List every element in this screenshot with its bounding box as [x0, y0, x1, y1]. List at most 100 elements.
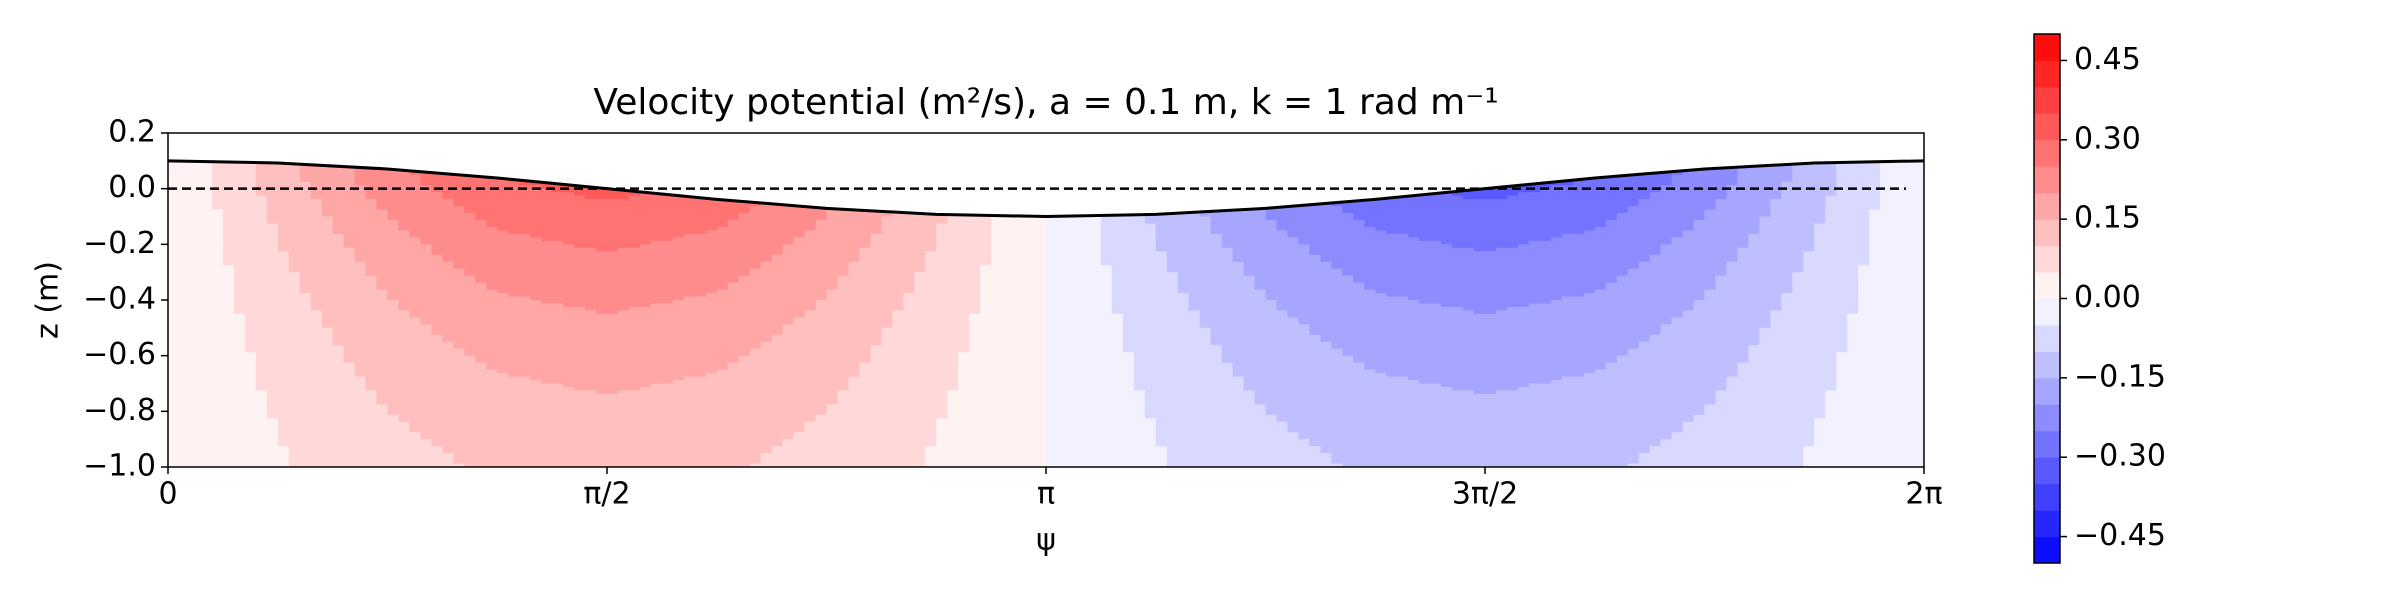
contour-cell [881, 233, 893, 238]
contour-cell [1528, 213, 1541, 218]
contour-cell [563, 199, 575, 204]
contour-cell [343, 178, 356, 183]
contour-cell [1046, 233, 1058, 238]
contour-cell [310, 195, 323, 200]
contour-cell [1013, 265, 1025, 270]
contour-cell [1594, 244, 1607, 249]
contour-cell [1605, 181, 1618, 186]
contour-cell [1144, 178, 1157, 183]
contour-cell [431, 254, 443, 259]
contour-cell [859, 244, 871, 249]
contour-cell [1671, 226, 1684, 232]
contour-cell [793, 192, 806, 197]
contour-cell [881, 164, 893, 169]
contour-cell [354, 265, 367, 270]
contour-cell [255, 237, 268, 242]
contour-cell [1309, 171, 1321, 176]
contour-cell [749, 244, 762, 249]
contour-cell [321, 171, 334, 176]
contour-cell [705, 178, 718, 183]
contour-cell [936, 167, 948, 172]
contour-cell [585, 233, 597, 238]
contour-cell [738, 209, 751, 214]
contour-cell [530, 265, 542, 270]
contour-cell [716, 244, 729, 249]
contour-cell [848, 219, 861, 225]
contour-cell [705, 223, 718, 228]
contour-cell [1803, 230, 1815, 235]
contour-cell [1671, 223, 1684, 228]
contour-cell [1913, 240, 1924, 245]
contour-cell [1089, 240, 1102, 245]
contour-cell [233, 251, 246, 256]
contour-cell [464, 216, 476, 221]
contour-cell [1627, 167, 1640, 172]
contour-cell [1485, 237, 1497, 242]
contour-cell [189, 164, 202, 169]
contour-cell [991, 199, 1003, 204]
contour-cell [1814, 185, 1826, 190]
contour-cell [1078, 244, 1091, 249]
contour-cell [1550, 247, 1563, 252]
contour-cell [782, 258, 795, 263]
contour-cell [497, 209, 509, 214]
contour-cell [1737, 237, 1750, 242]
contour-cell [475, 230, 487, 235]
contour-cell [936, 244, 948, 249]
contour-cell [431, 226, 443, 232]
contour-cell [1660, 181, 1673, 186]
contour-cell [1056, 160, 1069, 165]
contour-cell [694, 216, 707, 221]
contour-cell [1836, 178, 1848, 183]
contour-cell [233, 178, 246, 183]
contour-cell [1111, 268, 1124, 273]
contour-cell [486, 185, 498, 190]
contour-cell [1605, 188, 1618, 193]
contour-cell [1155, 192, 1168, 197]
contour-cell [1616, 237, 1629, 242]
contour-cell [1035, 181, 1047, 186]
contour-cell [1770, 195, 1782, 200]
contour-cell [1002, 244, 1014, 249]
contour-cell [1605, 230, 1618, 235]
contour-cell [1067, 199, 1080, 204]
contour-cell [1353, 265, 1365, 270]
contour-cell [189, 240, 202, 245]
contour-cell [1452, 223, 1464, 228]
contour-cell [1364, 240, 1376, 245]
contour-cell [409, 188, 422, 193]
contour-cell [738, 251, 751, 256]
contour-cell [1419, 230, 1431, 235]
contour-cell [694, 251, 707, 256]
contour-cell [288, 258, 301, 263]
contour-cell [1781, 237, 1793, 242]
contour-cell [1671, 178, 1684, 183]
contour-cell [1693, 223, 1706, 228]
contour-cell [881, 195, 893, 200]
contour-cell [1199, 240, 1212, 245]
contour-cell [607, 230, 619, 235]
contour-cell [1199, 213, 1212, 218]
contour-cell [420, 258, 432, 263]
contour-cell [1495, 160, 1508, 165]
contour-cell [1133, 240, 1146, 245]
contour-cell [1067, 230, 1080, 235]
contour-cell [1495, 171, 1508, 176]
contour-cell [1638, 233, 1651, 238]
contour-cell [661, 247, 674, 252]
contour-cell [1594, 164, 1607, 169]
contour-cell [881, 167, 893, 172]
contour-cell [497, 188, 509, 193]
contour-cell [464, 258, 476, 263]
contour-cell [1276, 199, 1289, 204]
contour-cell [1550, 192, 1563, 197]
contour-cell [1506, 268, 1519, 273]
contour-cell [1616, 181, 1629, 186]
contour-cell [453, 226, 465, 232]
contour-cell [596, 202, 608, 207]
contour-cell [1693, 226, 1706, 232]
contour-cell [1759, 233, 1771, 238]
contour-cell [233, 209, 246, 214]
contour-cell [1188, 202, 1201, 207]
contour-cell [497, 192, 509, 197]
